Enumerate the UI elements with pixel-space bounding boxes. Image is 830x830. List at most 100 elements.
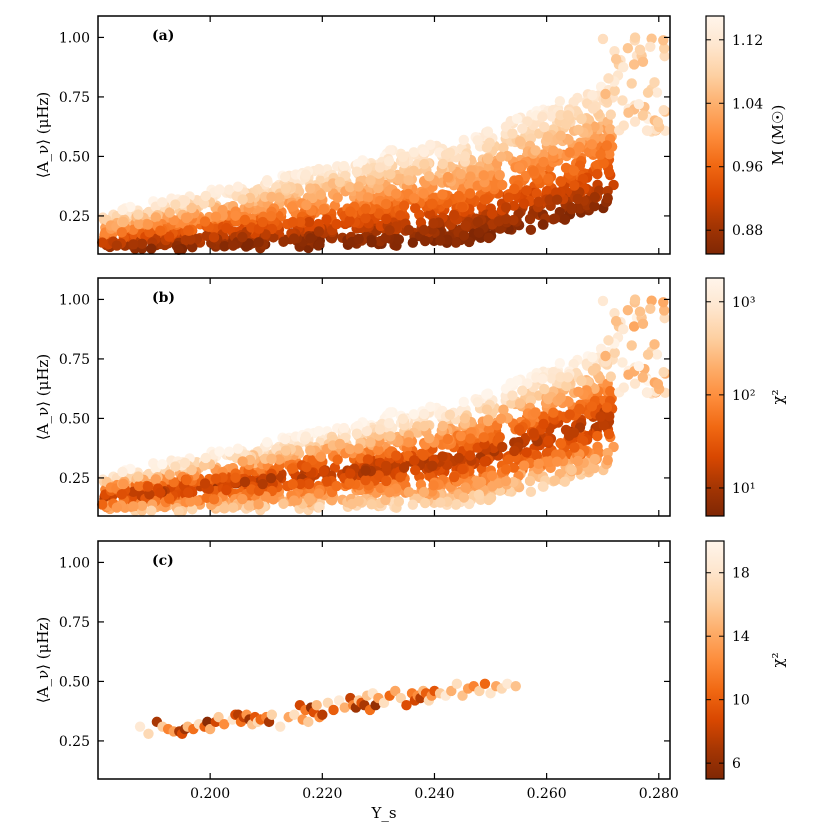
colorbar-label-a: M (M☉) xyxy=(769,105,787,166)
data-point xyxy=(637,318,649,329)
data-point xyxy=(481,142,493,153)
data-point xyxy=(321,476,332,487)
data-point xyxy=(458,134,469,146)
data-point xyxy=(518,198,530,209)
data-point xyxy=(179,195,191,207)
data-point xyxy=(232,181,244,192)
data-point xyxy=(425,139,436,151)
data-point xyxy=(645,303,656,314)
data-point xyxy=(170,199,181,210)
y-tick-label: 0.75 xyxy=(59,90,90,106)
data-point xyxy=(537,373,548,385)
data-point xyxy=(586,139,598,150)
data-point xyxy=(214,446,225,457)
data-point xyxy=(609,85,620,97)
data-point xyxy=(419,235,431,247)
data-point xyxy=(511,375,523,386)
data-point xyxy=(313,226,325,237)
colorbar-b: 10¹ 10² 10³ χ² xyxy=(705,277,787,517)
data-point xyxy=(455,168,467,180)
data-point xyxy=(486,208,498,219)
data-point xyxy=(374,424,386,435)
data-point xyxy=(555,176,567,187)
data-point xyxy=(518,460,530,471)
colorbar-ticks-b: 10¹ 10² 10³ xyxy=(706,295,755,497)
data-point xyxy=(629,294,641,305)
data-point xyxy=(397,413,409,425)
data-point xyxy=(589,191,601,203)
data-point xyxy=(642,387,653,398)
data-point xyxy=(600,350,611,362)
data-point xyxy=(243,500,255,511)
data-point xyxy=(303,216,315,228)
data-point xyxy=(623,107,634,118)
data-point xyxy=(592,430,603,442)
data-point xyxy=(659,305,670,316)
data-point xyxy=(199,478,211,489)
data-point xyxy=(566,464,577,476)
data-point xyxy=(208,494,220,505)
data-point xyxy=(494,169,505,181)
data-point xyxy=(511,113,523,124)
data-point xyxy=(373,470,385,481)
data-point xyxy=(418,408,430,420)
data-point xyxy=(419,497,431,509)
data-point xyxy=(278,498,289,509)
data-point xyxy=(628,59,640,70)
data-point xyxy=(313,488,325,499)
data-point xyxy=(133,209,144,220)
data-point xyxy=(437,189,448,200)
data-point xyxy=(395,692,407,704)
data-point xyxy=(288,495,300,506)
colorbar-tick-label: 1.12 xyxy=(732,33,763,49)
data-point xyxy=(360,465,371,476)
data-point xyxy=(181,212,192,224)
data-point xyxy=(659,312,670,324)
data-point xyxy=(524,213,536,225)
data-point xyxy=(328,704,339,716)
data-point xyxy=(589,121,600,133)
data-point xyxy=(403,224,415,236)
data-point xyxy=(318,203,330,215)
data-point xyxy=(237,231,248,243)
data-point xyxy=(551,456,563,467)
data-point xyxy=(521,185,532,196)
data-point xyxy=(315,451,327,463)
data-point xyxy=(464,450,476,461)
data-point xyxy=(435,235,446,246)
data-point xyxy=(360,474,371,486)
data-point xyxy=(494,431,505,443)
data-point xyxy=(329,462,341,473)
data-point xyxy=(460,220,471,231)
data-point xyxy=(331,480,342,492)
data-point xyxy=(530,407,541,418)
data-point xyxy=(609,307,620,319)
data-point xyxy=(539,121,550,133)
data-point xyxy=(525,486,537,498)
data-point xyxy=(642,125,653,136)
data-point xyxy=(618,120,629,131)
data-point xyxy=(143,728,154,739)
data-point xyxy=(218,719,230,730)
data-point xyxy=(472,216,484,228)
data-point xyxy=(287,216,298,228)
data-point xyxy=(444,147,456,158)
data-point xyxy=(179,457,191,469)
data-point xyxy=(437,158,449,170)
data-point xyxy=(592,168,603,180)
data-point xyxy=(303,716,314,728)
data-point xyxy=(455,430,467,442)
data-point xyxy=(230,210,241,221)
y-tick-label: 1.00 xyxy=(59,292,90,308)
data-point xyxy=(338,422,350,434)
data-point xyxy=(572,455,583,467)
data-point xyxy=(116,489,127,500)
colorbar-tick-label: 10³ xyxy=(732,295,755,311)
x-ticks-a xyxy=(209,16,660,254)
data-point xyxy=(522,378,533,389)
data-point xyxy=(318,465,330,477)
data-point xyxy=(425,401,436,413)
data-point xyxy=(574,141,585,153)
data-point xyxy=(353,233,364,245)
